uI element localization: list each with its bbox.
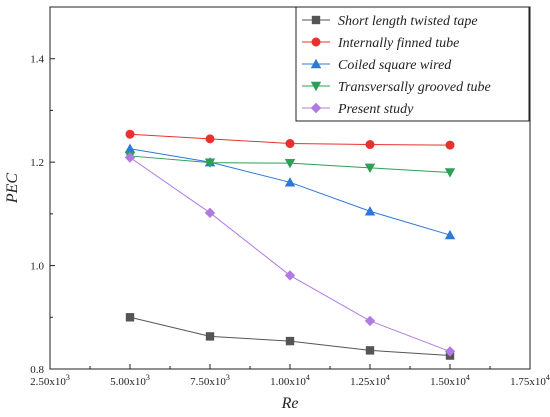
- legend-label: Internally finned tube: [337, 36, 459, 51]
- data-point: [444, 346, 456, 357]
- data-point: [204, 158, 216, 168]
- data-point: [285, 336, 295, 346]
- data-point: [444, 229, 456, 240]
- series-line: [129, 157, 451, 352]
- y-tick-label: 1.2: [30, 157, 44, 169]
- y-axis-label: PEC: [4, 173, 21, 205]
- data-point: [364, 315, 376, 327]
- legend-entry: Transversally grooved tube: [302, 80, 491, 95]
- legend-label: Transversally grooved tube: [338, 80, 491, 95]
- series-4: [124, 152, 456, 357]
- y-axis-ticks: 0.8 1.0 1.2 1.4: [30, 6, 55, 376]
- legend-entry: Present study: [302, 102, 414, 117]
- data-point: [365, 346, 375, 355]
- x-tick-label: 7.50x103: [190, 373, 230, 388]
- data-point: [445, 140, 455, 150]
- data-point: [364, 163, 376, 174]
- x-tick-label: 1.50x104: [430, 373, 470, 388]
- data-point: [284, 270, 296, 281]
- legend-entry: Internally finned tube: [302, 36, 459, 51]
- data-point: [284, 158, 296, 169]
- data-point: [124, 152, 136, 163]
- series-1: [125, 129, 455, 150]
- series-layer: [124, 129, 456, 360]
- y-tick-label: 1.0: [30, 261, 44, 273]
- legend-box: [295, 6, 530, 122]
- data-point: [124, 143, 136, 153]
- legend-marker: [310, 81, 322, 92]
- legend-marker: [310, 58, 322, 69]
- x-tick-label: 1.75x104: [510, 373, 550, 388]
- data-point: [444, 168, 456, 178]
- data-point: [125, 313, 135, 322]
- data-point: [205, 134, 215, 144]
- data-point: [284, 177, 296, 187]
- legend-marker: [311, 15, 321, 25]
- series-0: [125, 313, 455, 360]
- y-tick-label: 1.4: [30, 54, 44, 66]
- data-point: [125, 129, 135, 139]
- series-3: [124, 151, 456, 178]
- data-point: [205, 332, 215, 341]
- data-point: [365, 140, 375, 150]
- series-line: [129, 316, 451, 357]
- legend-label: Present study: [337, 102, 414, 117]
- legend-label: Short length twisted tape: [338, 14, 478, 29]
- x-axis-label: Re: [281, 395, 299, 412]
- legend-marker: [310, 102, 322, 114]
- legend-marker: [311, 37, 321, 47]
- x-tick-label: 1.00x104: [270, 373, 310, 388]
- legend-entry: Coiled square wired: [302, 58, 452, 73]
- data-point: [364, 206, 376, 216]
- x-tick-label: 5.00x103: [110, 373, 150, 388]
- legend-entry: Short length twisted tape: [302, 14, 478, 29]
- data-point: [204, 207, 216, 219]
- x-tick-label: 1.25x104: [350, 373, 390, 388]
- y-tick-label: 0.8: [30, 364, 44, 376]
- series-2: [124, 143, 456, 240]
- x-tick-label: 2.50x103: [30, 373, 70, 388]
- x-axis-ticks: 2.50x103 5.00x103 7.50x103 1.00x104 1.25x104…: [30, 364, 550, 388]
- legend-label: Coiled square wired: [338, 58, 452, 73]
- data-point: [285, 139, 295, 149]
- legend: Short length twisted tape Internally finn…: [295, 6, 530, 122]
